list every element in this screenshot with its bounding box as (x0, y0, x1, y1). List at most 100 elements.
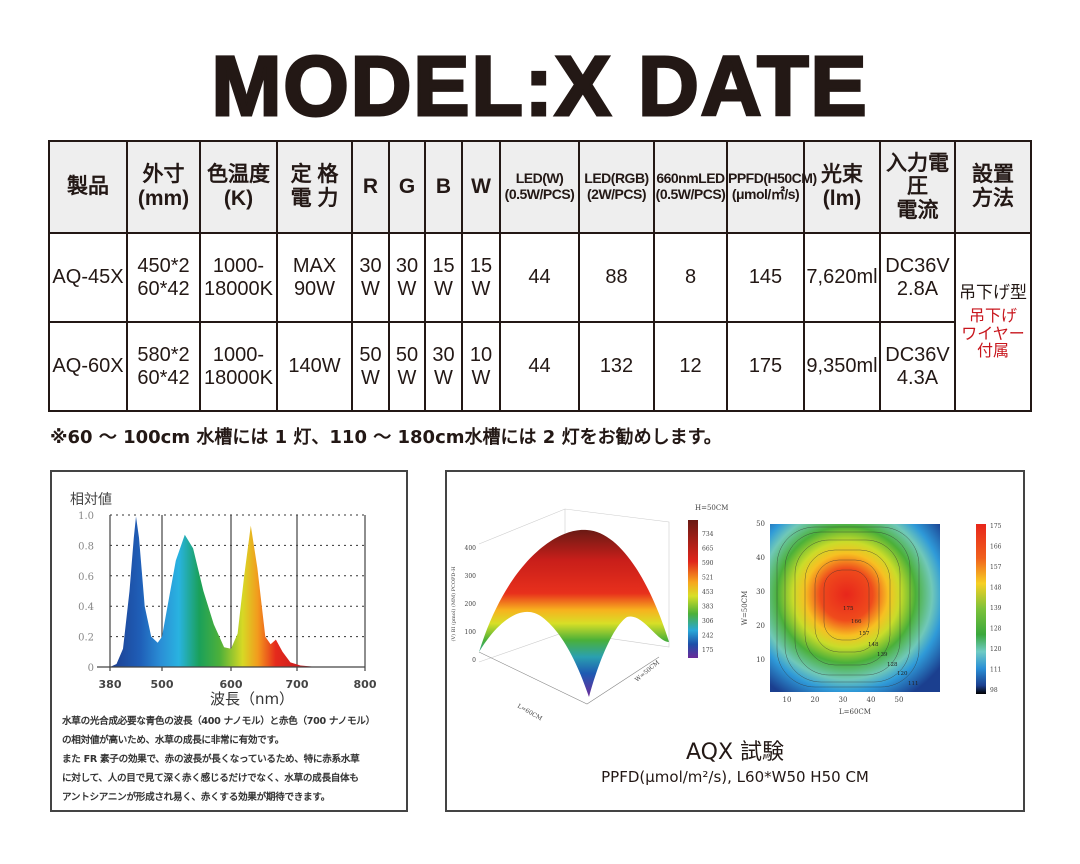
y-tick-label: 0.6 (78, 572, 94, 583)
y-axis-label: 相対値 (70, 492, 112, 508)
column-header: LED(RGB) (2W/PCS) (578, 140, 655, 234)
y-tick-label: 10 (756, 656, 765, 664)
contour-label: 175 (843, 606, 854, 612)
table-cell: 9,350ml (803, 321, 881, 412)
surface-colorbar-title: H=50CM (695, 504, 728, 512)
table-cell: DC36V 2.8A (879, 232, 956, 323)
table-cell: 44 (499, 232, 580, 323)
contour-y-label: W=50CM (741, 591, 749, 626)
colorbar-tick-label: 383 (702, 604, 714, 611)
install-method: 吊下げ型 (959, 282, 1027, 302)
test-subtitle: PPFD(μmol/m²/s), L60*W50 H50 CM (601, 768, 869, 786)
y-tick-label: 0 (88, 663, 94, 674)
y-tick-label: 0.4 (78, 602, 94, 613)
surface-dome (479, 529, 669, 697)
x-tick-label: 20 (811, 696, 820, 704)
ppfd-charts: (V) BI (pmol) (MM) PCOPD-H 400 300 200 100 0… (450, 504, 1002, 722)
x-tick-label: 800 (354, 678, 377, 691)
y-tick-label: 1.0 (78, 511, 94, 522)
z-tick-label: 100 (465, 629, 477, 636)
table-cell: MAX 90W (276, 232, 353, 323)
contour-x-label: L=60CM (839, 708, 871, 716)
column-header: 製品 (48, 140, 128, 234)
y-tick-label: 0.8 (78, 541, 94, 552)
table-cell: 50 W (351, 321, 390, 412)
surface-x-label: L=60CM (516, 703, 543, 723)
table-cell: DC36V 4.3A (879, 321, 956, 412)
column-header: 外寸 (mm) (126, 140, 201, 234)
column-header: B (424, 140, 463, 234)
table-cell: 15 W (424, 232, 463, 323)
page-title: MODEL:X DATE (210, 38, 869, 135)
test-title: AQX 試験 (685, 740, 785, 765)
surface-plot: (V) BI (pmol) (MM) PCOPD-H 400 300 200 100 0… (450, 504, 728, 722)
usage-note: ※60 ～ 100cm 水槽には 1 灯、110 ～ 180cm水槽には 2 灯… (50, 427, 722, 448)
contour-heatmap (770, 524, 940, 692)
table-cell: 50 W (388, 321, 426, 412)
colorbar-tick-label: 175 (702, 647, 714, 654)
column-header: 入力電圧 電流 (879, 140, 956, 234)
table-cell: 88 (578, 232, 655, 323)
z-tick-label: 400 (465, 545, 477, 552)
x-tick-label: 380 (99, 678, 122, 691)
surface-z-label: (V) BI (pmol) (MM) PCOPD-H (450, 566, 457, 642)
table-cell: 1000- 18000K (199, 321, 278, 412)
header-row: 製品 外寸 (mm) 色温度 (K) 定 格 電 力 R G B W LED(W) (0.5W/… (48, 140, 1032, 234)
table-cell: 30 W (351, 232, 390, 323)
column-header: LED(W) (0.5W/PCS) (499, 140, 580, 234)
ppfd-panel: (V) BI (pmol) (MM) PCOPD-H 400 300 200 100 0… (445, 470, 1025, 812)
table-cell: 30 W (424, 321, 463, 412)
colorbar-tick-label: 166 (990, 544, 1002, 551)
x-axis-label: 波長（nm） (210, 690, 294, 708)
y-tick-label: 40 (756, 554, 765, 562)
table-cell: 8 (653, 232, 728, 323)
column-header: 色温度 (K) (199, 140, 278, 234)
table-cell: 15 W (461, 232, 501, 323)
y-tick-label: 20 (756, 622, 765, 630)
colorbar-tick-label: 111 (990, 667, 1001, 674)
colorbar-tick-label: 242 (702, 633, 714, 640)
table-cell: 10 W (461, 321, 501, 412)
x-tick-label: 600 (220, 678, 243, 691)
table-cell: AQ-45X (48, 232, 128, 323)
table-cell: AQ-60X (48, 321, 128, 412)
x-tick-label: 10 (783, 696, 792, 704)
spectrum-panel: 相対値 0 0.2 0.4 0.6 0.8 1.0 380 500 600 700 800 波長（n… (50, 470, 408, 812)
column-header: G (388, 140, 426, 234)
table-cell: 175 (726, 321, 805, 412)
table-row: AQ-45X 450*2 60*42 1000- 18000K MAX 90W 30 W… (48, 232, 1032, 412)
x-tick-label: 40 (867, 696, 876, 704)
column-header: 定 格 電 力 (276, 140, 353, 234)
contour-label: 139 (877, 652, 888, 658)
table-cell: 580*2 60*42 (126, 321, 201, 412)
table-cell: 1000- 18000K (199, 232, 278, 323)
contour-colorbar (976, 524, 986, 694)
colorbar-tick-label: 734 (702, 531, 714, 538)
table-cell: 450*2 60*42 (126, 232, 201, 323)
surface-colorbar (688, 520, 698, 658)
column-header: 光束 (lm) (803, 140, 881, 234)
contour-label: 111 (908, 681, 919, 687)
table-cell: 30 W (388, 232, 426, 323)
column-header: W (461, 140, 501, 234)
table-cell: 7,620ml (803, 232, 881, 323)
contour-label: 128 (887, 662, 898, 668)
column-header: 設置 方法 (954, 140, 1032, 234)
spectrum-description: 水草の光合成必要な青色の波長（400 ナノモル）と赤色（700 ナノモル） の相… (62, 716, 375, 803)
contour-label: 157 (859, 631, 870, 637)
y-tick-label: 0.2 (78, 633, 94, 644)
contour-label: 120 (897, 671, 908, 677)
colorbar-tick-label: 521 (702, 575, 713, 582)
x-tick-label: 500 (151, 678, 174, 691)
z-tick-label: 200 (465, 601, 477, 608)
table-cell: 145 (726, 232, 805, 323)
spectrum-chart: 相対値 0 0.2 0.4 0.6 0.8 1.0 380 500 600 700 800 波長（n… (70, 492, 377, 708)
colorbar-tick-label: 665 (702, 546, 714, 553)
colorbar-tick-label: 139 (990, 605, 1002, 612)
x-tick-label: 50 (895, 696, 904, 704)
x-tick-label: 30 (839, 696, 848, 704)
colorbar-tick-label: 157 (990, 564, 1002, 571)
column-header: R (351, 140, 390, 234)
colorbar-tick-label: 148 (990, 585, 1002, 592)
